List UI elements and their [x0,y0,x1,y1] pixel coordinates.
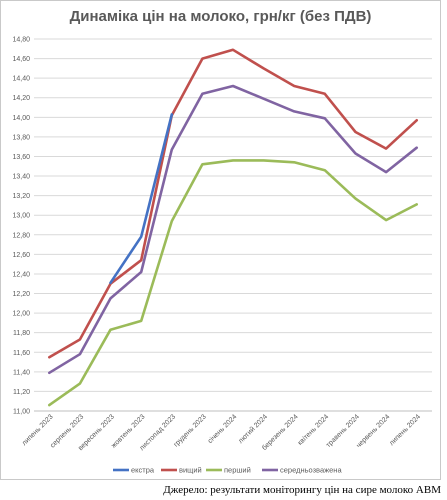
y-tick-label: 13,60 [12,154,30,161]
line-chart: 11,00 11,20 11,40 11,60 11,80 12,00 12,20 12,40… [12,37,432,475]
y-tick-label: 13,40 [12,174,30,181]
legend-label: перший [224,466,251,475]
y-tick-label: 11,60 [13,350,30,357]
chart-frame [0,0,441,480]
series-line-3 [48,159,418,407]
y-tick-label: 13,00 [12,213,30,220]
chart-title: Динаміка цін на молоко, грн/кг (без ПДВ) [69,8,372,25]
series-line-1 [109,113,174,285]
series-line-4 [48,84,418,375]
y-tick-label: 14,00 [12,115,30,122]
legend-label: вищий [179,466,202,475]
y-tick-label: 12,40 [12,271,30,278]
y-tick-label: 12,00 [12,311,30,318]
legend-label: середньозважена [280,466,342,475]
y-tick-label: 11,40 [13,369,30,376]
x-tick-label: липень 2024 [388,413,422,447]
y-tick-label: 11,80 [13,330,30,337]
x-tick-label: лютий 2024 [237,413,269,445]
y-tick-label: 12,60 [12,252,30,259]
legend-label: екстра [131,466,155,475]
y-tick-label: 12,20 [12,291,30,298]
y-tick-label: 14,20 [12,95,30,102]
y-tick-label: 14,40 [12,76,30,83]
source-note: Джерело: результати моніторингу цін на с… [163,484,441,496]
y-tick-label: 13,80 [12,134,30,141]
y-tick-label: 11,00 [13,409,30,416]
x-tick-label: січень 2024 [206,413,238,445]
y-tick-label: 14,60 [12,56,30,63]
x-tick-label: червень 2024 [355,413,391,449]
y-tick-label: 11,20 [13,389,30,396]
y-tick-label: 12,80 [12,232,30,239]
x-tick-label: липень 2023 [21,413,55,447]
y-tick-label: 14,80 [12,37,30,44]
x-tick-label: квітень 2024 [296,413,330,447]
y-tick-label: 13,20 [12,193,30,200]
x-tick-label: грудень 2023 [173,413,208,448]
